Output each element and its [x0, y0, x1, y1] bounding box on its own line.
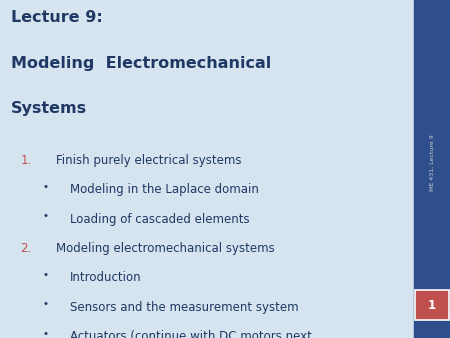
Text: Modeling  Electromechanical: Modeling Electromechanical [11, 56, 271, 71]
Text: Loading of cascaded elements: Loading of cascaded elements [70, 213, 249, 225]
Text: Actuators (continue with DC motors next
class): Actuators (continue with DC motors next … [70, 330, 311, 338]
Text: Introduction: Introduction [70, 271, 141, 284]
Text: Finish purely electrical systems: Finish purely electrical systems [56, 154, 242, 167]
Text: •: • [43, 299, 49, 309]
Text: 1.: 1. [20, 154, 32, 167]
FancyBboxPatch shape [415, 290, 449, 320]
Text: •: • [43, 270, 49, 280]
Bar [414, 0, 450, 338]
Text: Modeling electromechanical systems: Modeling electromechanical systems [56, 242, 275, 255]
Text: 2.: 2. [20, 242, 32, 255]
Text: Lecture 9:: Lecture 9: [11, 10, 103, 25]
Text: 1: 1 [428, 298, 436, 312]
Text: Systems: Systems [11, 101, 87, 116]
Text: Modeling in the Laplace domain: Modeling in the Laplace domain [70, 183, 259, 196]
Text: •: • [43, 329, 49, 338]
Text: Sensors and the measurement system: Sensors and the measurement system [70, 301, 298, 314]
Text: •: • [43, 182, 49, 192]
Text: ME 431, Lecture 9: ME 431, Lecture 9 [429, 134, 435, 191]
Text: •: • [43, 211, 49, 221]
